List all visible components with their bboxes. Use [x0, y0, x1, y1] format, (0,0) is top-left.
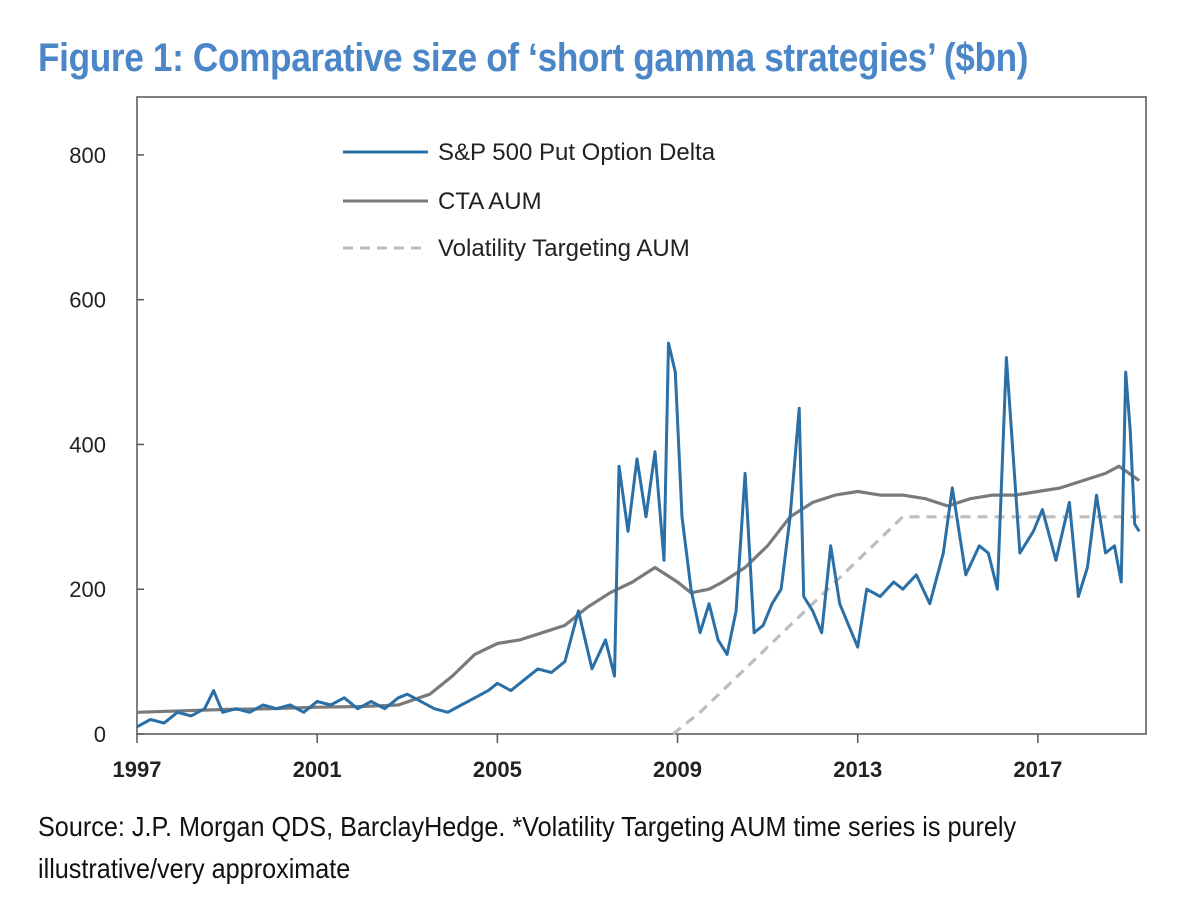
- x-tick-label: 2001: [293, 757, 342, 782]
- x-tick-label: 1997: [113, 757, 162, 782]
- source-note: Source: J.P. Morgan QDS, BarclayHedge. *…: [38, 811, 1017, 884]
- y-tick-label: 600: [69, 288, 106, 313]
- line-chart: 0 200 400 600 800 1997 2001 2005 2009 2013 2017 S…: [69, 96, 1147, 782]
- x-tick-label: 2013: [833, 757, 882, 782]
- series-line-put-option-delta: [136, 341, 1141, 729]
- legend-label: Volatility Targeting AUM: [438, 235, 690, 262]
- series-line-vol-targeting-aum: [671, 515, 1140, 736]
- series-line-cta-aum: [136, 464, 1141, 714]
- y-tick-label: 200: [69, 577, 106, 602]
- chart-title: Figure 1: Comparative size of ‘short gam…: [38, 36, 1029, 80]
- legend-label: S&P 500 Put Option Delta: [438, 139, 716, 166]
- x-axis: 1997 2001 2005 2009 2013 2017: [113, 734, 1062, 782]
- series-layer: [136, 341, 1141, 736]
- y-tick-label: 400: [69, 432, 106, 457]
- legend: S&P 500 Put Option Delta CTA AUM Volatilit…: [343, 139, 716, 262]
- y-tick-label: 0: [94, 722, 106, 747]
- y-axis: 0 200 400 600 800: [69, 143, 144, 747]
- legend-label: CTA AUM: [438, 188, 542, 215]
- plot-frame: [136, 96, 1147, 735]
- x-tick-label: 2005: [473, 757, 522, 782]
- x-tick-label: 2017: [1013, 757, 1062, 782]
- y-tick-label: 800: [69, 143, 106, 168]
- x-tick-label: 2009: [653, 757, 702, 782]
